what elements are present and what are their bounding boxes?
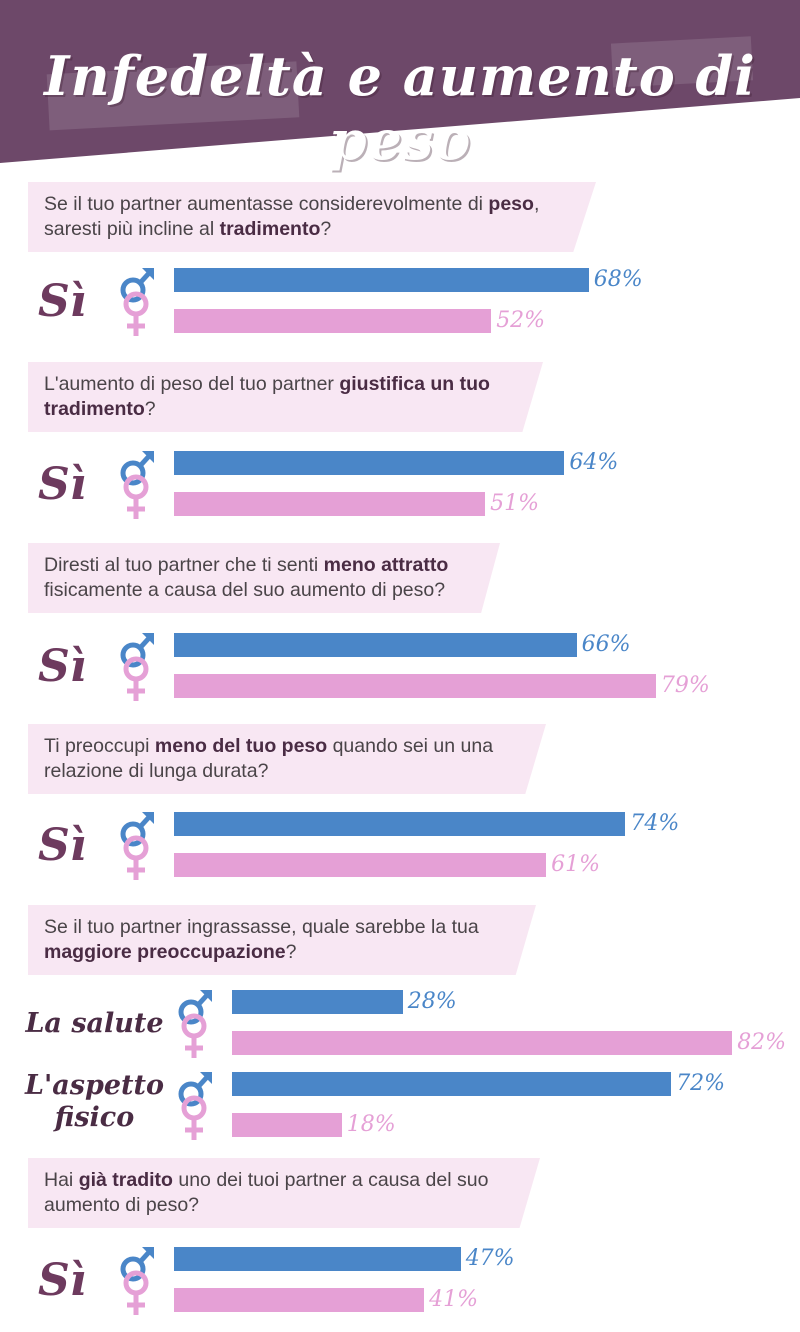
question-fragment: L'aumento di peso del tuo partner [44, 373, 340, 395]
female-symbol-icon [123, 1270, 149, 1315]
gender-symbols [174, 988, 214, 1060]
male-value-label: 74% [630, 811, 680, 836]
answer-label: Sì [38, 276, 87, 327]
title-banner [0, 0, 800, 163]
question-fragment: ? [320, 218, 332, 240]
question-fragment: uno dei tuoi partner a causa del suo aum… [44, 1169, 489, 1216]
answer-label: Sì [38, 459, 87, 510]
question-box: L'aumento di peso del tuo partner giusti… [28, 362, 543, 432]
female-bar [174, 492, 486, 516]
male-symbol-icon [120, 812, 154, 847]
question-keyword: giustifica un tuo tradimento [44, 373, 490, 420]
female-symbol-icon [123, 291, 149, 336]
male-bar [232, 1072, 672, 1096]
female-value-label: 41% [429, 1287, 478, 1312]
answer-label: Sì [38, 641, 87, 692]
question-fragment: Diresti al tuo partner che ti senti [44, 554, 324, 576]
gender-symbols [116, 810, 156, 882]
male-symbol-icon [120, 1247, 154, 1282]
question-keyword: maggiore preoccupazione [44, 941, 286, 963]
male-symbol-icon [178, 990, 212, 1025]
female-symbol-icon [123, 835, 149, 880]
female-symbol-icon [181, 1095, 207, 1140]
answer-label: Sì [38, 820, 87, 871]
female-value-label: 82% [737, 1030, 787, 1055]
question-box: Ti preoccupi meno del tuo peso quando se… [28, 724, 546, 794]
answer-label: L'aspetto fisico [25, 1070, 164, 1133]
answer-label: Sì [38, 1255, 87, 1306]
question-text: L'aumento di peso del tuo partner giusti… [44, 372, 509, 422]
gender-symbols [174, 1070, 214, 1142]
question-text: Ti preoccupi meno del tuo peso quando se… [44, 734, 512, 784]
question-text: Se il tuo partner aumentasse considerevo… [44, 192, 562, 242]
question-box: Se il tuo partner ingrassasse, quale sar… [28, 905, 536, 975]
female-bar [232, 1113, 342, 1137]
question-keyword: peso [488, 193, 534, 215]
page-title: Infedeltà e aumento di peso [44, 44, 756, 172]
female-value-label: 18% [346, 1112, 396, 1137]
male-value-label: 47% [465, 1246, 515, 1271]
male-value-label: 64% [569, 450, 619, 475]
question-fragment: Ti preoccupi [44, 735, 155, 757]
male-symbol-icon [120, 633, 154, 668]
male-bar [174, 1247, 461, 1271]
male-symbol-icon [178, 1072, 212, 1107]
female-symbol-icon [123, 656, 149, 701]
male-bar [174, 812, 626, 836]
male-bar [174, 633, 577, 657]
question-box: Diresti al tuo partner che ti senti meno… [28, 543, 500, 613]
male-value-label: 72% [676, 1071, 726, 1096]
question-fragment: , saresti più incline al [44, 193, 540, 240]
gender-symbols [116, 266, 156, 338]
male-symbol-icon [120, 451, 154, 486]
male-bar [232, 990, 403, 1014]
female-value-label: 79% [660, 673, 710, 698]
female-value-label: 61% [551, 852, 600, 877]
question-fragment: Hai [44, 1169, 79, 1191]
female-value-label: 51% [490, 491, 539, 516]
question-keyword: meno attratto [323, 554, 449, 576]
female-symbol-icon [181, 1013, 207, 1058]
question-box: Se il tuo partner aumentasse considerevo… [28, 182, 596, 252]
answer-label: La salute [25, 1008, 164, 1039]
gender-symbols [116, 631, 156, 703]
male-value-label: 68% [593, 267, 643, 292]
male-value-label: 66% [581, 632, 631, 657]
female-bar [232, 1031, 733, 1055]
question-text: Hai già tradito uno dei tuoi partner a c… [44, 1168, 506, 1218]
female-symbol-icon [123, 474, 149, 519]
question-keyword: meno del tuo peso [154, 735, 328, 757]
question-text: Diresti al tuo partner che ti senti meno… [44, 553, 466, 603]
question-text: Se il tuo partner ingrassasse, quale sar… [44, 915, 502, 965]
female-bar [174, 309, 492, 333]
question-fragment: quando sei un una relazione di lunga dur… [44, 735, 494, 782]
male-symbol-icon [120, 268, 154, 303]
question-keyword: già tradito [78, 1169, 173, 1191]
female-bar [174, 853, 547, 877]
male-value-label: 28% [407, 989, 457, 1014]
question-keyword: tradimento [219, 218, 321, 240]
female-bar [174, 674, 656, 698]
question-fragment: ? [144, 398, 156, 420]
question-fragment: Se il tuo partner aumentasse considerevo… [44, 193, 489, 215]
male-bar [174, 268, 589, 292]
question-fragment: fisicamente a causa del suo aumento di p… [44, 579, 446, 601]
gender-symbols [116, 1245, 156, 1317]
female-bar [174, 1288, 425, 1312]
gender-symbols [116, 449, 156, 521]
question-fragment: Se il tuo partner ingrassasse, quale sar… [44, 916, 479, 938]
male-bar [174, 451, 565, 475]
question-box: Hai già tradito uno dei tuoi partner a c… [28, 1158, 540, 1228]
female-value-label: 52% [496, 308, 546, 333]
question-fragment: ? [285, 941, 297, 963]
